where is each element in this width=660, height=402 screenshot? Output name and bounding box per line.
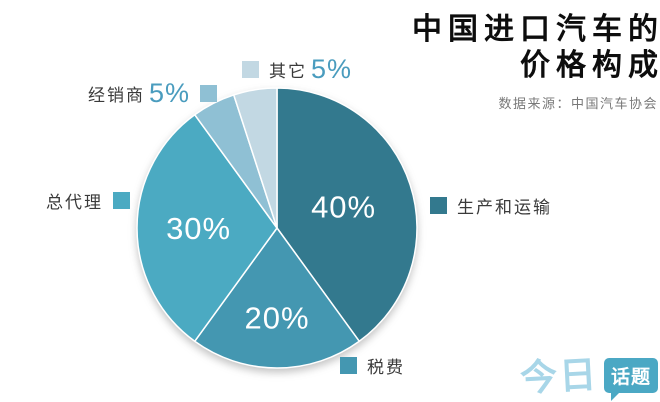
legend-agent-label: 总代理 xyxy=(46,193,103,212)
legend-agent-swatch-icon xyxy=(113,192,130,209)
legend-other-value: 5% xyxy=(311,54,353,84)
pie-slice-1 xyxy=(193,227,361,369)
pie-slice-0 xyxy=(276,87,418,343)
page-title-line2: 价格构成 xyxy=(520,49,660,82)
logo-speech-bubble: 话题 xyxy=(604,357,659,401)
legend-other-swatch-icon xyxy=(242,61,259,78)
legend-dealer-swatch-icon xyxy=(200,85,218,102)
logo-script-text: 今日 xyxy=(519,353,600,400)
legend-other: 其它 5% xyxy=(242,54,352,85)
title-block: 中国进口汽车的 价格构成 数据来源：中国汽车协会 xyxy=(412,12,660,112)
legend-production-label: 生产和运输 xyxy=(457,198,552,217)
pie-slice-label-2: 30% xyxy=(166,211,231,246)
pie-slice-2 xyxy=(136,113,278,343)
data-source: 数据来源：中国汽车协会 xyxy=(498,96,658,111)
pie-slice-4 xyxy=(232,87,278,229)
legend-other-label: 其它 xyxy=(269,62,307,81)
pie-slice-label-0: 40% xyxy=(311,189,376,224)
legend-production-swatch-icon xyxy=(430,197,447,214)
legend-tax-swatch-icon xyxy=(340,357,357,374)
brand-logo: 今日 话题 xyxy=(519,346,659,401)
pie-chart: 40% 20% 30% xyxy=(136,87,418,369)
page-title-line1: 中国进口汽车的 xyxy=(412,13,660,46)
legend-dealer-label: 经销商 xyxy=(88,86,145,105)
legend-dealer: 经销商 5% xyxy=(88,78,218,109)
pie-slice-label-1: 20% xyxy=(244,301,309,336)
legend-tax: 税费 xyxy=(340,353,405,378)
legend-agent: 总代理 xyxy=(46,188,130,213)
legend-dealer-value: 5% xyxy=(149,78,191,108)
legend-tax-label: 税费 xyxy=(367,358,405,377)
legend-production: 生产和运输 xyxy=(430,193,552,218)
